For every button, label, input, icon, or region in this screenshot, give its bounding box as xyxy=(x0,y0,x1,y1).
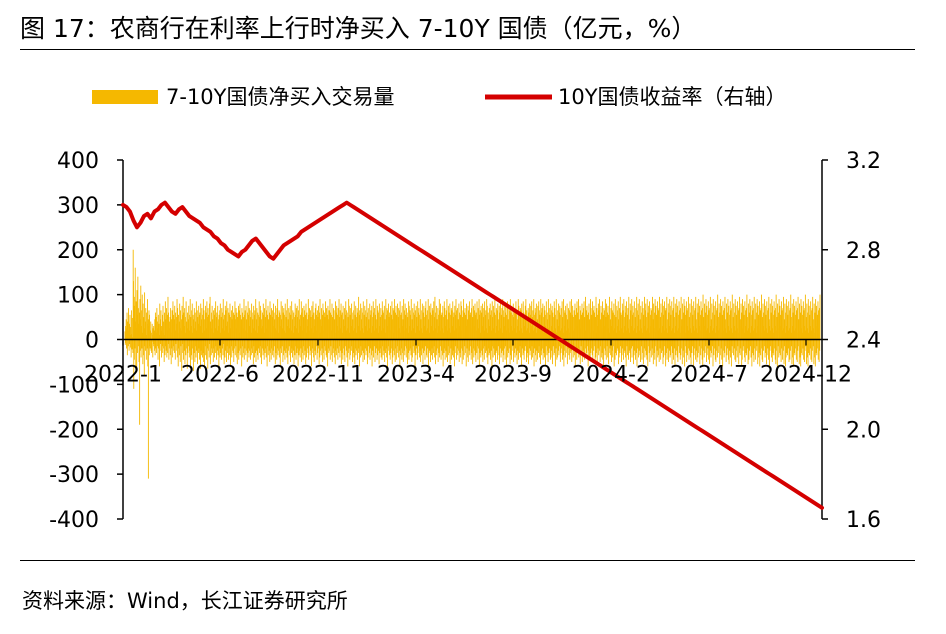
x-tick-label: 2024-12 xyxy=(760,363,852,388)
legend-line-label: 10Y国债收益率（右轴） xyxy=(558,85,787,109)
left-tick-label: 200 xyxy=(57,239,99,264)
x-tick-label: 2022-11 xyxy=(272,363,364,388)
left-tick-label: 100 xyxy=(57,284,99,309)
x-tick-label: 2023-9 xyxy=(474,363,552,388)
tick-labels: 400 300 200 100 0 -100 -200 -300 -400 3.2 2.8 2.4 2.… xyxy=(49,149,881,533)
right-tick-label: 1.6 xyxy=(846,508,881,533)
line-series xyxy=(121,200,824,510)
left-tick-label: -100 xyxy=(49,373,99,398)
x-tick-label: 2024-2 xyxy=(572,363,650,388)
left-tick-label: 400 xyxy=(57,149,99,174)
legend-bar-label: 7-10Y国债净买入交易量 xyxy=(166,85,395,109)
left-tick-label: 300 xyxy=(57,194,99,219)
x-tick-label: 2022-1 xyxy=(84,363,162,388)
bottom-rule xyxy=(20,560,915,561)
figure-title: 图 17：农商行在利率上行时净买入 7-10Y 国债（亿元，%） xyxy=(20,14,697,43)
yield-line xyxy=(121,200,824,510)
title-rule xyxy=(20,49,915,50)
left-tick-label: -200 xyxy=(49,418,99,443)
source-note: 资料来源：Wind，长江证券研究所 xyxy=(22,589,348,613)
left-tick-label: -400 xyxy=(49,508,99,533)
x-tick-label: 2023-4 xyxy=(377,363,455,388)
chart: 7-10Y国债净买入交易量 10Y国债收益率（右轴） 400 300 200 100 0… xyxy=(49,85,881,533)
right-tick-label: 3.2 xyxy=(846,149,881,174)
right-tick-label: 2.8 xyxy=(846,239,881,264)
left-tick-label: 0 xyxy=(85,329,99,354)
legend-bar-swatch xyxy=(92,90,158,104)
bar-series xyxy=(124,249,821,479)
right-tick-label: 2.4 xyxy=(846,329,881,354)
x-tick-label: 2024-7 xyxy=(670,363,748,388)
axes xyxy=(117,159,828,520)
right-tick-label: 2.0 xyxy=(846,418,881,443)
legend: 7-10Y国债净买入交易量 10Y国债收益率（右轴） xyxy=(92,85,787,109)
left-tick-label: -300 xyxy=(49,463,99,488)
x-tick-label: 2022-6 xyxy=(181,363,259,388)
